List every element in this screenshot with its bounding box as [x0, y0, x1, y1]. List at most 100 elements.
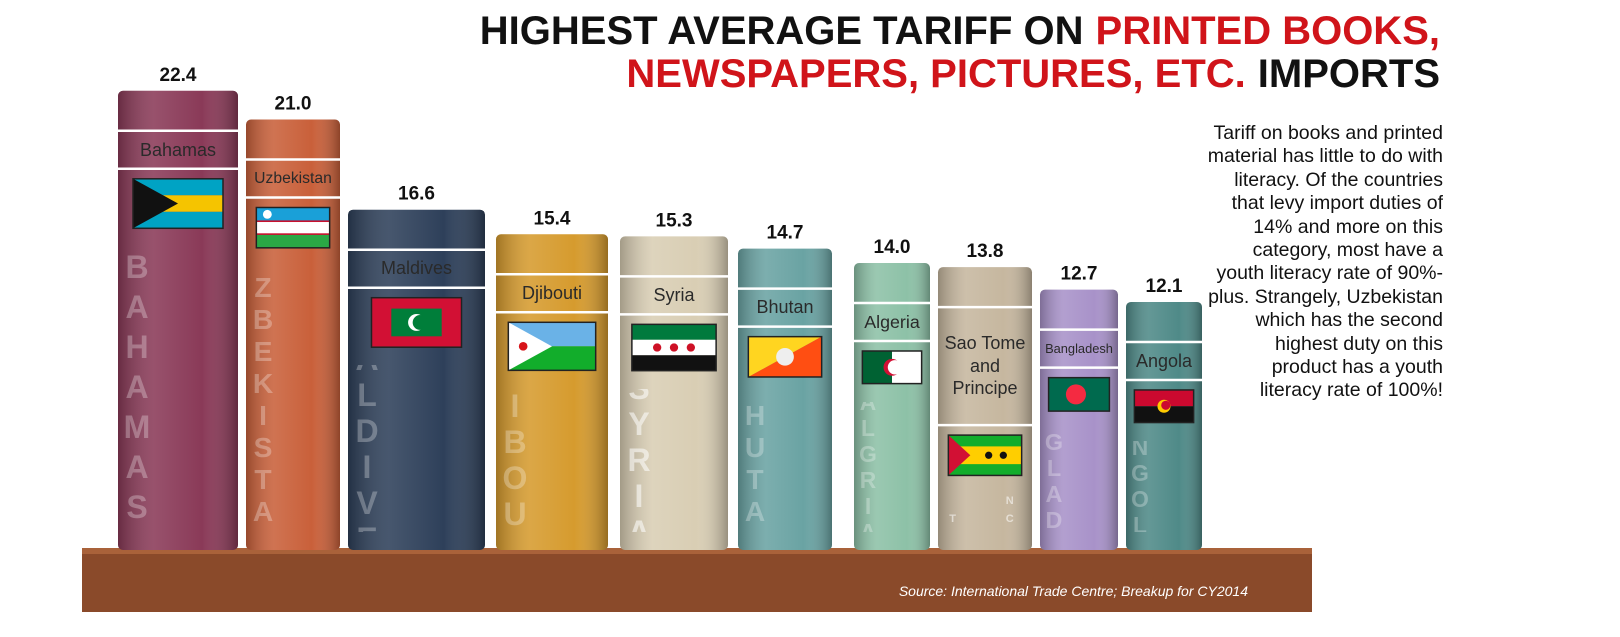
- flag: [1048, 377, 1110, 412]
- spine-label: DJIBOUTI: [496, 388, 608, 532]
- value-label: 12.1: [1146, 276, 1183, 297]
- flag: [371, 297, 462, 348]
- flag-border: [947, 434, 1023, 477]
- category-label-box: Angola: [1135, 350, 1193, 371]
- spine-label-box: BAHAMAS: [119, 249, 155, 530]
- category-label-box: Syria: [653, 285, 695, 306]
- category-label-box: Maldives: [380, 258, 453, 279]
- flag-part: [518, 341, 528, 351]
- spine-label-box: BANGLADESH: [1040, 429, 1118, 532]
- flag-part: [256, 207, 330, 221]
- title-part: NEWSPAPERS, PICTURES, ETC.: [626, 52, 1245, 96]
- category-label: Algeria: [864, 311, 920, 332]
- flag-part: [412, 315, 428, 330]
- title-line: NEWSPAPERS, PICTURES, ETC. IMPORTS: [626, 52, 1440, 96]
- category-label: Bahamas: [139, 139, 217, 160]
- title-line: HIGHEST AVERAGE TARIFF ON PRINTED BOOKS,: [480, 9, 1440, 53]
- spine-label: SYRIA: [621, 388, 657, 532]
- category-label: Bangladesh: [1045, 340, 1113, 356]
- flag-part: [985, 451, 993, 459]
- book-shade: [938, 267, 1032, 550]
- flag-part: [508, 322, 552, 371]
- flag-part: [256, 220, 330, 223]
- flag-part: [256, 234, 330, 248]
- book-shade: [738, 248, 832, 550]
- category-label: Maldives: [380, 258, 453, 279]
- flag-border: [370, 296, 463, 348]
- category-label: Bhutan: [756, 297, 814, 318]
- category-label: Angola: [1135, 350, 1193, 371]
- flag-border: [132, 178, 224, 230]
- title-part: HIGHEST AVERAGE TARIFF ON: [480, 9, 1084, 53]
- flag-part: [948, 446, 1022, 465]
- flag-border: [255, 206, 331, 249]
- flag-part: [256, 233, 330, 235]
- book-shade: [348, 209, 485, 550]
- title-part: PRINTED BOOKS,: [1096, 9, 1440, 53]
- book-shade: [1126, 301, 1202, 550]
- flag: [508, 322, 596, 371]
- spine-label: BHUTAN: [739, 394, 771, 532]
- flag: [133, 178, 223, 229]
- flag-part: [887, 360, 903, 375]
- value-label: 22.4: [160, 65, 197, 86]
- category-label: Syria: [653, 285, 695, 306]
- title: HIGHEST AVERAGE TARIFF ON PRINTED BOOKS,N…: [480, 9, 1440, 96]
- value-label: 15.4: [534, 208, 571, 229]
- source: Source: International Trade Centre; Brea…: [899, 583, 1248, 599]
- category-label-box: Bangladesh: [1045, 340, 1113, 356]
- title-part: IMPORTS: [1258, 52, 1440, 96]
- flag: [1134, 389, 1194, 423]
- flag: [862, 351, 922, 384]
- flag-border: [631, 323, 717, 372]
- shelf-edge: [82, 548, 1312, 554]
- flag: [631, 324, 717, 371]
- flag-part: [652, 343, 662, 352]
- flag-part: [133, 178, 178, 229]
- flag-border: [861, 350, 923, 385]
- category-label-box: Bhutan: [756, 297, 814, 318]
- spine-label: MALDIVES: [349, 365, 385, 532]
- category-label-box: Uzbekistan: [254, 170, 332, 187]
- spine-label: ANGOLA: [1127, 440, 1153, 532]
- value-label: 13.8: [967, 241, 1004, 262]
- flag-border: [1047, 376, 1111, 412]
- category-label: Djibouti: [521, 283, 583, 304]
- spine-label-box: SYRIA: [621, 388, 657, 532]
- value-label: 15.3: [656, 210, 693, 231]
- category-label: Sao Tome and Principe: [944, 333, 1026, 399]
- spine-label-box: SAO TOME AND PRINCIPE: [947, 493, 1016, 532]
- flag: [948, 435, 1022, 476]
- book-shade: [854, 263, 930, 550]
- spine-label-box: MALDIVES: [349, 365, 385, 532]
- flag: [256, 207, 330, 248]
- spine-label-box: ANGOLA: [1127, 440, 1153, 532]
- flag-part: [256, 220, 330, 235]
- flag-part: [631, 324, 717, 340]
- annotation-box: Tariff on books and printed material has…: [1208, 122, 1443, 401]
- flag-part: [999, 451, 1007, 459]
- category-label-box: Algeria: [864, 311, 920, 332]
- category-label-box: Sao Tome and Principe: [944, 333, 1026, 399]
- value-label: 12.7: [1061, 264, 1098, 285]
- value-label: 14.7: [767, 223, 804, 244]
- flag: [748, 336, 822, 377]
- flag-part: [1134, 406, 1194, 423]
- value-label: 14.0: [874, 237, 911, 258]
- value-label: 21.0: [275, 94, 312, 115]
- spine-label: BAHAMAS: [119, 249, 155, 530]
- flag-part: [948, 435, 971, 476]
- spine-label-box: BHUTAN: [739, 394, 771, 532]
- flag-part: [748, 336, 822, 377]
- value-label: 16.6: [398, 184, 435, 205]
- category-label-box: Bahamas: [139, 139, 217, 160]
- flag-part: [1161, 400, 1171, 410]
- category-label-box: Djibouti: [521, 283, 583, 304]
- spine-label: UZBEKISTAN: [247, 265, 279, 532]
- flag-part: [776, 347, 794, 366]
- spine-label-box: DJIBOUTI: [496, 388, 608, 532]
- flag-part: [1134, 389, 1194, 407]
- flag-part: [1065, 384, 1086, 405]
- spine-label: BANGLADESH: [1040, 429, 1118, 532]
